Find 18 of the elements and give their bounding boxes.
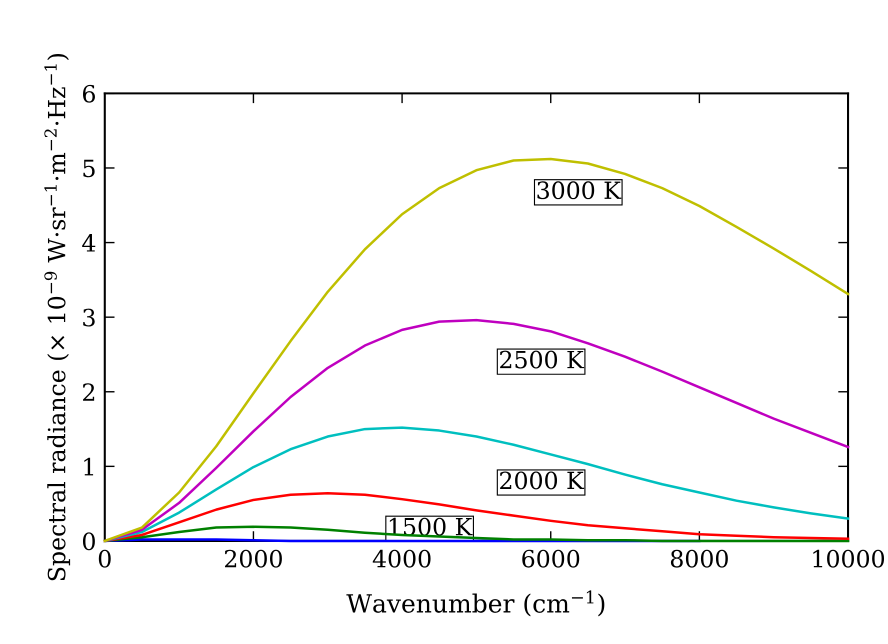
y-tick-label: 3 bbox=[83, 308, 95, 326]
x-axis-title: Wavenumber (cm$^{−1}$) bbox=[346, 590, 604, 616]
y-tick-label: 2 bbox=[83, 383, 94, 401]
y-tick-label: 0 bbox=[82, 532, 95, 550]
y-tick-label: 1 bbox=[84, 458, 94, 476]
y-tick-label: 5 bbox=[83, 160, 95, 178]
x-tick-label: 2000 bbox=[224, 550, 282, 568]
text: Spectral radiance (× 10$^{−9}$ W·sr$^{−1}$·m$^{−2}$·Hz$^{−1}$) bbox=[44, 54, 70, 580]
annotation: 2500 K bbox=[500, 350, 584, 368]
x-tick-label: 10000 bbox=[813, 550, 884, 568]
annotation: 3000 K bbox=[537, 181, 622, 200]
x-tick-label: 8000 bbox=[670, 550, 728, 568]
annotation: 2000 K bbox=[500, 471, 584, 490]
x-tick-label: 4000 bbox=[372, 550, 431, 568]
x-tick-label: 6000 bbox=[522, 550, 580, 568]
y-tick-label: 4 bbox=[82, 234, 96, 252]
y-tick-label: 6 bbox=[83, 84, 95, 103]
x-tick-label: 0 bbox=[98, 550, 111, 568]
